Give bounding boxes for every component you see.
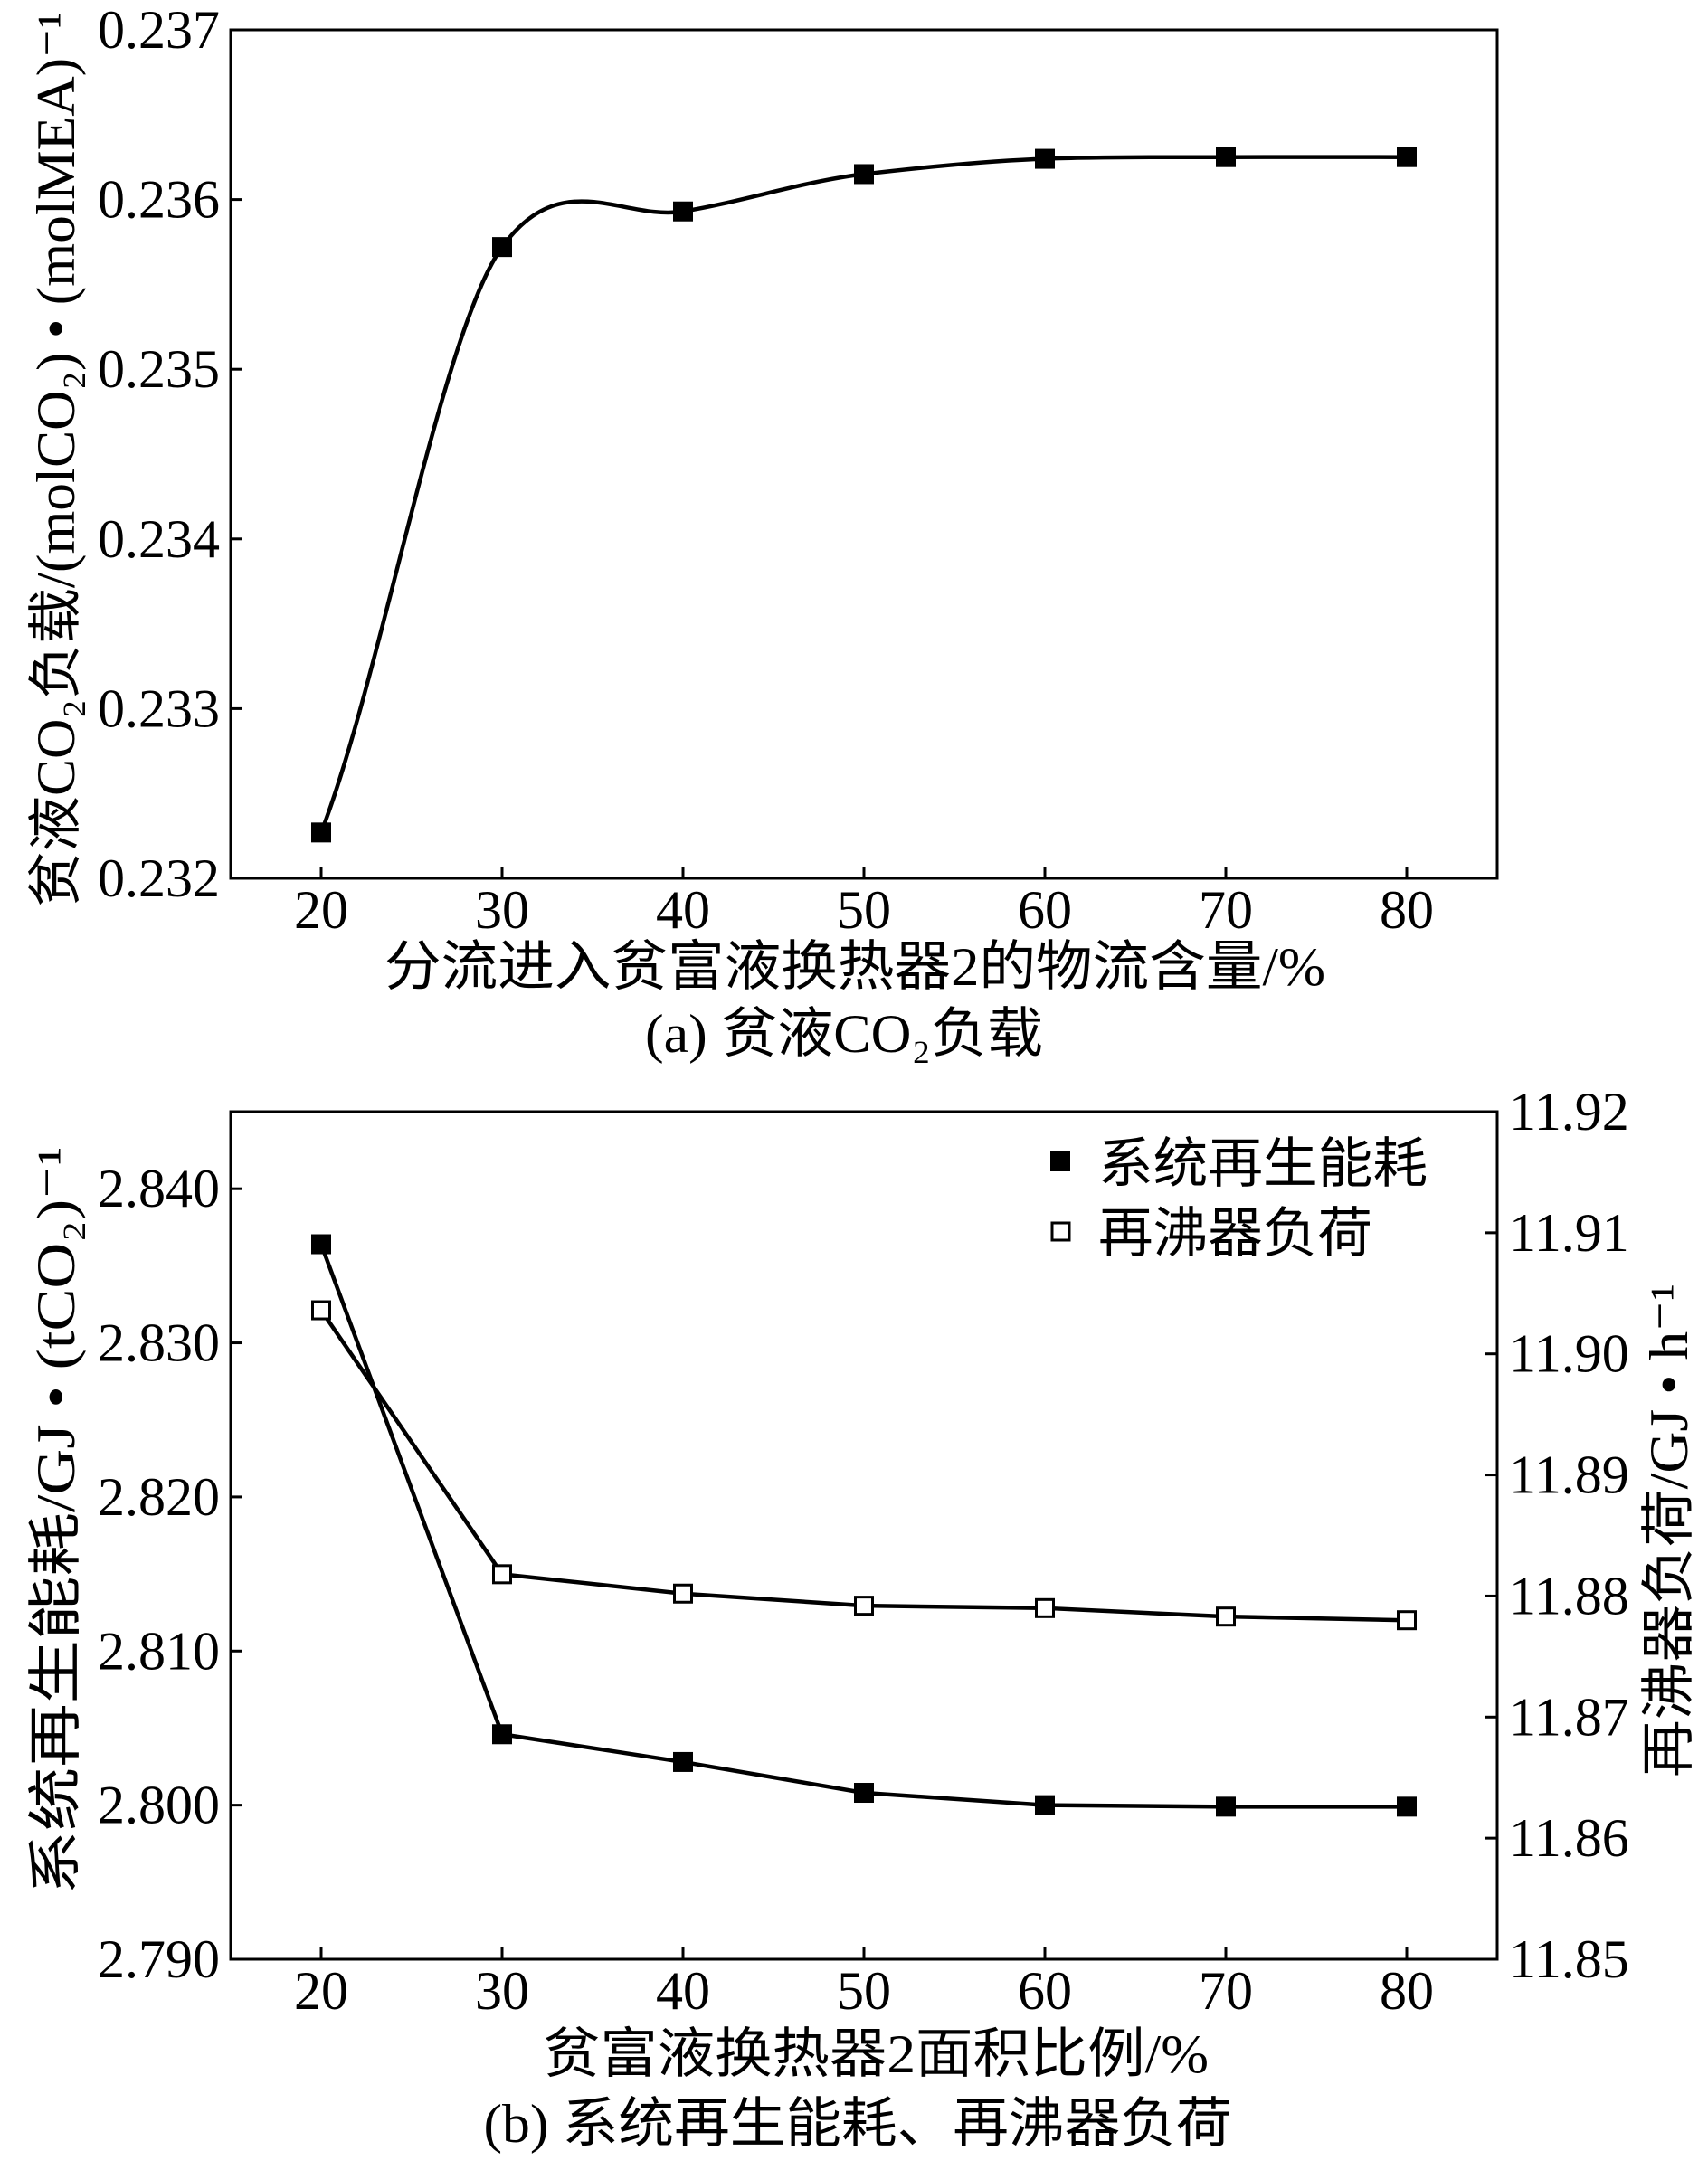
chart-b-y2-axis-label: 再沸器负荷/GJ • h⁻¹ — [1639, 1284, 1699, 1777]
y-tick-label: 2.820 — [98, 1467, 220, 1527]
data-point-marker-filled-square — [492, 1724, 512, 1745]
y-tick-label: 0.232 — [98, 848, 220, 908]
y2-tick-label: 11.90 — [1509, 1324, 1629, 1384]
x-tick-label: 80 — [1380, 880, 1434, 940]
x-tick-label: 50 — [837, 880, 891, 940]
chart-b-caption: (b) 系统再生能耗、再沸器负荷 — [484, 2094, 1232, 2154]
y-tick-label: 0.234 — [98, 509, 220, 569]
chart-b-marks: 20 30 40 50 60 70 80 2.790 2.800 2.810 2.820 2.830 2… — [98, 1082, 1629, 2021]
y-tick-label: 2.790 — [98, 1929, 220, 1989]
data-point-marker-filled-square — [1216, 147, 1236, 167]
data-point-marker-open-square — [1216, 1606, 1236, 1627]
legend-label-reboiler-duty: 再沸器负荷 — [1098, 1204, 1372, 1264]
x-tick-label: 20 — [294, 1961, 348, 2021]
y-tick-label: 0.236 — [98, 170, 220, 230]
x-tick-label: 40 — [656, 880, 710, 940]
x-tick-label: 40 — [656, 1961, 710, 2021]
x-tick-label: 20 — [294, 880, 348, 940]
y2-tick-label: 11.88 — [1509, 1566, 1629, 1625]
y-tick-label: 2.810 — [98, 1621, 220, 1681]
data-point-marker-filled-square — [854, 1783, 874, 1804]
series-line-0 — [318, 155, 1408, 834]
x-tick-label: 80 — [1380, 1961, 1434, 2021]
y-tick-label: 2.830 — [98, 1313, 220, 1373]
y2-tick-label: 11.91 — [1509, 1203, 1629, 1263]
y2-tick-label: 11.85 — [1509, 1929, 1629, 1989]
x-tick-label: 60 — [1018, 1961, 1072, 2021]
y-tick-label: 2.840 — [98, 1159, 220, 1218]
data-point-marker-filled-square — [854, 164, 874, 185]
data-point-marker-filled-square — [311, 1234, 331, 1255]
data-point-marker-filled-square — [1035, 1795, 1055, 1815]
y2-tick-label: 11.89 — [1509, 1445, 1629, 1505]
chart-b-y-axis-label: 系统再生能耗/GJ • (tCO₂)⁻¹ — [26, 1147, 86, 1895]
data-point-marker-filled-square — [1216, 1796, 1236, 1817]
x-tick-label: 70 — [1199, 880, 1253, 940]
data-point-marker-filled-square — [1035, 148, 1055, 169]
legend-marker-filled-square — [1050, 1151, 1070, 1171]
x-tick-label: 50 — [837, 1961, 891, 2021]
data-point-marker-filled-square — [311, 822, 331, 843]
data-point-marker-filled-square — [673, 201, 693, 222]
x-tick-label: 70 — [1199, 1961, 1253, 2021]
chart-b: 20 30 40 50 60 70 80 2.790 2.800 2.810 2.820 2.830 2… — [26, 1082, 1699, 2154]
data-point-marker-filled-square — [1397, 1796, 1417, 1817]
legend-marker-open-square — [1050, 1221, 1071, 1242]
x-tick-label: 30 — [475, 1961, 529, 2021]
y2-tick-label: 11.87 — [1509, 1687, 1629, 1747]
y-tick-label: 0.237 — [98, 0, 220, 60]
data-point-marker-open-square — [492, 1564, 512, 1585]
x-tick-label: 30 — [475, 880, 529, 940]
y2-tick-label: 11.86 — [1509, 1808, 1629, 1868]
chart-a-y-axis-label: 贫液CO₂负载/(molCO₂) • (molMEA)⁻¹ — [26, 12, 86, 907]
data-point-marker-filled-square — [492, 237, 512, 258]
data-point-marker-filled-square — [1397, 147, 1417, 167]
data-point-marker-filled-square — [673, 1751, 693, 1772]
data-point-marker-open-square — [1035, 1597, 1055, 1618]
chart-a-x-axis-label: 分流进入贫富液换热器2的物流含量/% — [384, 937, 1325, 997]
y2-tick-label: 11.92 — [1509, 1082, 1629, 1142]
legend-label-regeneration-energy: 系统再生能耗 — [1098, 1134, 1428, 1194]
chart-b-x-axis-label: 贫富液换热器2面积比例/% — [543, 2024, 1209, 2084]
data-point-marker-open-square — [1397, 1610, 1417, 1631]
chart-a-caption: (a) 贫液CO₂负载 — [645, 1004, 1043, 1064]
chart-a: 20 30 40 50 60 70 80 0.232 0.233 0.234 0.235 0.236 0… — [26, 0, 1499, 1064]
y-tick-label: 0.233 — [98, 678, 220, 738]
chart-b-legend: 系统再生能耗 再沸器负荷 — [1050, 1134, 1428, 1264]
chart-a-marks: 20 30 40 50 60 70 80 0.232 0.233 0.234 0.235 0.236 0… — [98, 0, 1434, 940]
x-tick-label: 60 — [1018, 880, 1072, 940]
data-point-marker-open-square — [854, 1596, 874, 1616]
data-point-marker-open-square — [311, 1300, 331, 1321]
y-tick-label: 2.800 — [98, 1776, 220, 1835]
y-tick-label: 0.235 — [98, 339, 220, 399]
data-point-marker-open-square — [673, 1583, 693, 1604]
